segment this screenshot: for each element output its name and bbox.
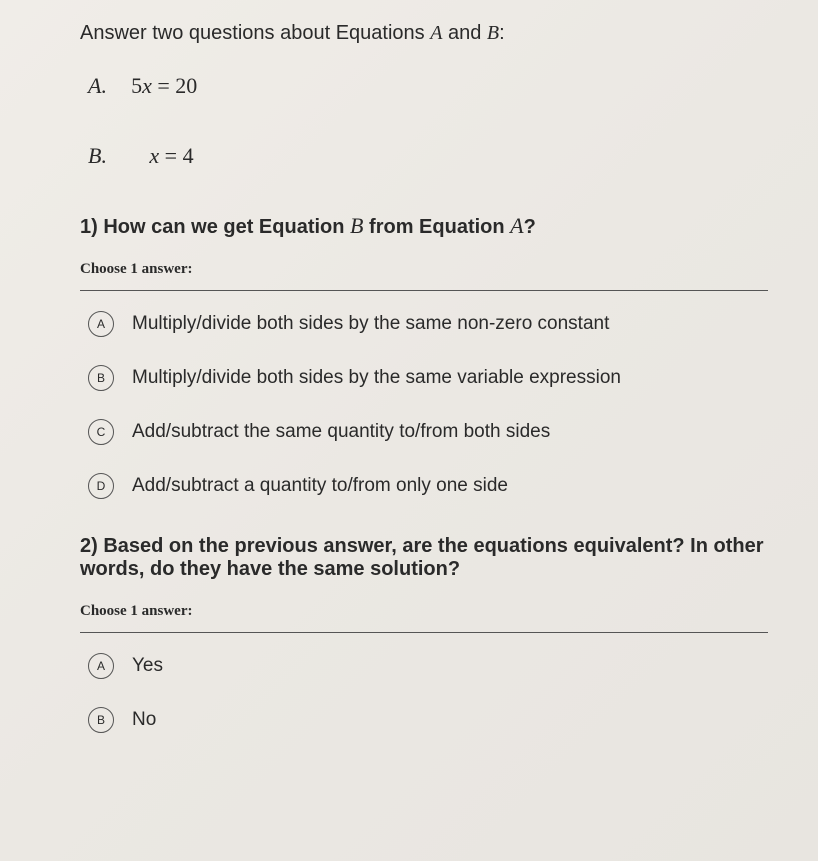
eqA-var: x — [142, 73, 152, 98]
intro-mid: and — [442, 22, 486, 44]
q2-choice-b[interactable]: B No — [80, 693, 768, 747]
choice-text: Multiply/divide both sides by the same v… — [132, 367, 621, 389]
q1-choose-label: Choose 1 answer: — [80, 261, 768, 278]
intro-after: : — [499, 22, 505, 44]
equation-a-label: A. — [88, 73, 107, 98]
choice-letter-circle: B — [88, 707, 114, 733]
eqA-eq: = 20 — [152, 73, 197, 98]
choice-text: Yes — [132, 655, 163, 677]
q1-B: B — [350, 213, 363, 238]
q1-before: 1) How can we get Equation — [80, 216, 350, 238]
q2-choice-a[interactable]: A Yes — [80, 639, 768, 693]
choice-letter-circle: C — [88, 419, 114, 445]
equation-a-math: 5x = 20 — [131, 73, 197, 98]
q1-choice-c[interactable]: C Add/subtract the same quantity to/from… — [80, 405, 768, 459]
choice-text: Add/subtract a quantity to/from only one… — [132, 475, 508, 497]
choice-text: No — [132, 709, 156, 731]
q1-choice-b[interactable]: B Multiply/divide both sides by the same… — [80, 351, 768, 405]
question-2: 2) Based on the previous answer, are the… — [80, 535, 768, 581]
q1-choice-a[interactable]: A Multiply/divide both sides by the same… — [80, 297, 768, 351]
eqA-lhs: 5 — [131, 73, 142, 98]
intro-before: Answer two questions about Equations — [80, 22, 430, 44]
equation-b-label: B. — [88, 143, 107, 168]
equation-b: B. x = 4 — [80, 143, 768, 169]
q1-mid: from Equation — [363, 216, 510, 238]
eqB-eq: = 4 — [159, 143, 193, 168]
equation-b-math: x = 4 — [149, 143, 193, 168]
q1-after: ? — [524, 216, 536, 238]
intro-B: B — [487, 22, 499, 44]
eqB-var: x — [149, 143, 159, 168]
question-1: 1) How can we get Equation B from Equati… — [80, 213, 768, 239]
q2-divider — [80, 632, 768, 633]
equation-a: A. 5x = 20 — [80, 73, 768, 99]
q1-choice-d[interactable]: D Add/subtract a quantity to/from only o… — [80, 459, 768, 513]
choice-text: Multiply/divide both sides by the same n… — [132, 313, 609, 335]
q1-A: A — [510, 213, 523, 238]
intro-text: Answer two questions about Equations A a… — [80, 22, 768, 45]
choice-letter-circle: A — [88, 311, 114, 337]
choice-letter-circle: B — [88, 365, 114, 391]
q2-choose-label: Choose 1 answer: — [80, 603, 768, 620]
choice-letter-circle: D — [88, 473, 114, 499]
choice-letter-circle: A — [88, 653, 114, 679]
q1-divider — [80, 290, 768, 291]
intro-A: A — [430, 22, 442, 44]
choice-text: Add/subtract the same quantity to/from b… — [132, 421, 550, 443]
